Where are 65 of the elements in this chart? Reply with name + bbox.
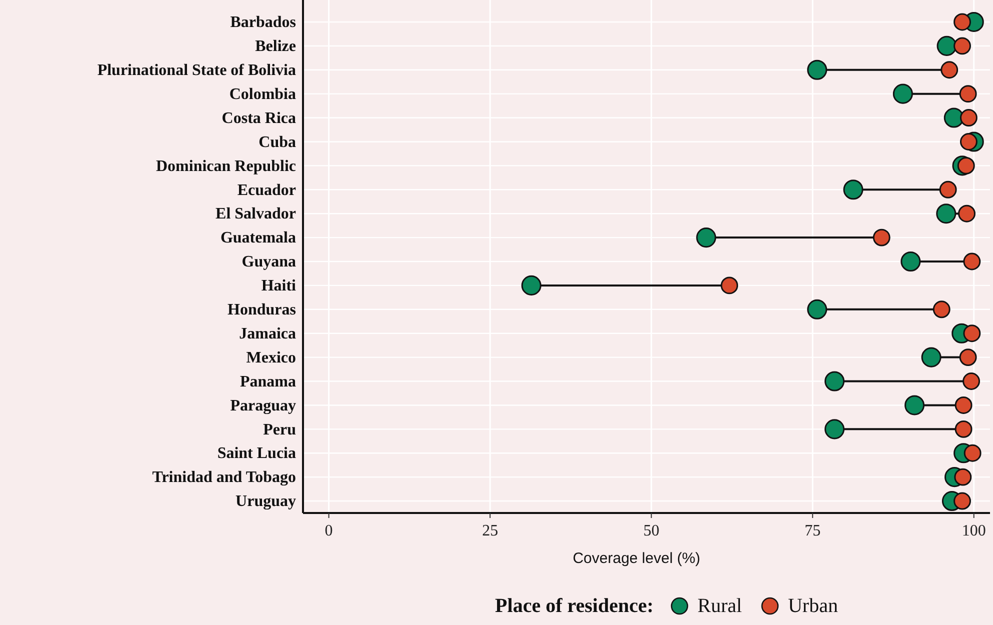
y-tick-label: Panama	[240, 373, 296, 390]
point	[696, 228, 716, 248]
x-tick-label: 50	[643, 522, 660, 540]
x-axis-title: Coverage level (%)	[572, 550, 700, 567]
x-tick-label: 100	[962, 522, 986, 540]
point	[824, 419, 845, 440]
y-tick-label: Peru	[263, 421, 296, 438]
point	[963, 324, 981, 342]
point	[932, 300, 950, 318]
y-tick-label: Barbados	[230, 14, 296, 32]
point	[521, 275, 542, 296]
x-tick-label: 75	[804, 522, 821, 540]
y-tick-label: Trinidad and Tobago	[152, 469, 296, 486]
point	[960, 133, 978, 150]
point	[892, 84, 913, 104]
y-tick-label: El Salvador	[216, 206, 296, 223]
point	[843, 180, 864, 200]
point	[921, 347, 942, 368]
legend-label: Urban	[788, 595, 838, 617]
x-tick-label: 25	[482, 522, 498, 540]
point	[807, 60, 828, 80]
y-tick-label: Saint Lucia	[217, 445, 296, 462]
legend-label: Rural	[698, 595, 742, 617]
point	[954, 492, 971, 510]
point	[944, 108, 964, 128]
point	[959, 348, 977, 366]
point	[954, 13, 971, 31]
point	[872, 228, 890, 246]
y-tick-label: Guyana	[242, 254, 296, 271]
y-tick-label: Jamaica	[239, 325, 296, 342]
y-tick-label: Honduras	[228, 302, 296, 319]
y-tick-label: Costa Rica	[222, 110, 296, 127]
point	[959, 85, 977, 103]
point	[940, 61, 958, 79]
point	[960, 109, 978, 126]
point	[964, 444, 982, 462]
legend-title: Place of residence:	[495, 595, 654, 617]
point	[954, 420, 972, 438]
y-tick-label: Haiti	[261, 278, 297, 295]
y-tick-label: Dominican Republic	[156, 158, 296, 175]
y-tick-label: Ecuador	[237, 182, 296, 199]
point	[720, 276, 738, 294]
y-tick-label: Mexico	[246, 349, 296, 366]
y-tick-label: Guatemala	[220, 230, 296, 247]
y-tick-label: Paraguay	[230, 397, 296, 414]
y-tick-label: Belize	[255, 38, 296, 56]
point	[936, 204, 956, 224]
point	[958, 204, 976, 222]
point	[824, 371, 845, 392]
point	[954, 468, 972, 486]
x-tick-label: 0	[324, 522, 333, 540]
point	[962, 372, 980, 390]
y-tick-label: Uruguay	[236, 493, 296, 510]
point	[954, 396, 972, 414]
point	[954, 37, 971, 55]
point	[807, 299, 828, 320]
point	[900, 251, 921, 272]
point	[904, 395, 925, 416]
y-tick-label: Colombia	[229, 86, 296, 103]
y-tick-label: Cuba	[258, 134, 296, 151]
point	[963, 252, 981, 270]
point	[939, 180, 957, 198]
point	[936, 36, 957, 56]
point	[957, 156, 975, 174]
y-tick-label: Plurinational State of Bolivia	[97, 62, 296, 79]
